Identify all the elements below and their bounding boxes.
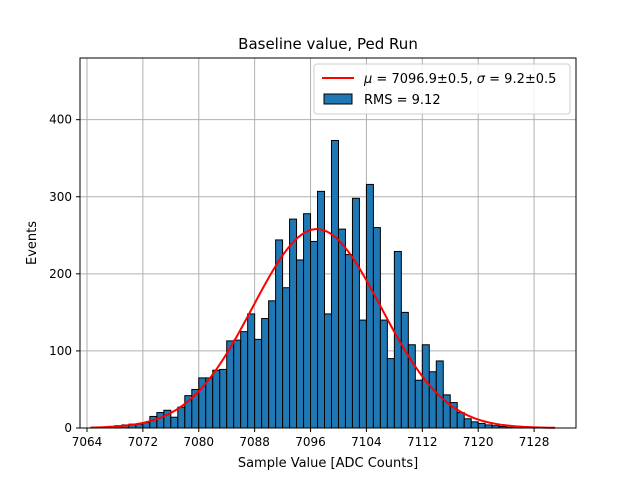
histogram-bar	[261, 318, 270, 429]
histogram-bar	[463, 418, 472, 429]
histogram-bar	[365, 183, 374, 429]
y-tick-label: 100	[49, 344, 72, 358]
x-tick-label: 7088	[239, 435, 270, 449]
legend-mu-value: = 7096.9±0.5,	[372, 72, 476, 87]
histogram-bar	[428, 371, 437, 429]
legend-sigma-symbol: σ	[477, 72, 486, 87]
y-tick-label: 400	[49, 113, 72, 127]
histogram-bar	[282, 287, 291, 429]
y-tick-label: 200	[49, 267, 72, 281]
histogram-bar	[421, 344, 430, 429]
histogram-bar	[219, 368, 228, 429]
histogram-bar	[205, 377, 214, 429]
histogram-bar	[310, 240, 319, 429]
histogram-bar	[177, 406, 186, 429]
histogram-bar	[247, 313, 256, 429]
x-tick-label: 7104	[351, 435, 382, 449]
histogram-bar	[386, 358, 395, 429]
x-tick-label: 7096	[295, 435, 326, 449]
histogram-bar	[351, 197, 360, 429]
gaussian-fit-curve	[90, 228, 556, 429]
legend-mu-symbol: μ	[363, 72, 372, 87]
histogram-bar	[240, 331, 249, 429]
histogram-bar	[254, 338, 263, 429]
histogram-bar	[156, 412, 165, 429]
histogram-bar	[400, 311, 409, 429]
histogram-bar	[268, 300, 277, 429]
x-tick-label: 7080	[183, 435, 214, 449]
legend: μ = 7096.9±0.5, σ = 9.2±0.5 RMS = 9.12	[313, 63, 571, 115]
x-tick-label: 7064	[72, 435, 103, 449]
histogram-bar	[317, 190, 326, 429]
histogram-bar	[470, 421, 479, 429]
y-tick-label: 300	[49, 190, 72, 204]
x-tick-label: 7128	[519, 435, 550, 449]
histogram-bar	[372, 227, 381, 429]
legend-box	[313, 63, 571, 115]
histogram-bar	[233, 339, 242, 429]
legend-fit-label: μ = 7096.9±0.5, σ = 9.2±0.5	[363, 72, 556, 87]
histogram-bar	[344, 254, 353, 429]
x-tick-label: 7112	[407, 435, 438, 449]
histogram-bar	[337, 228, 346, 429]
x-axis-title: Sample Value [ADC Counts]	[238, 456, 418, 471]
histogram-bar	[226, 340, 235, 429]
histogram-bar	[275, 239, 284, 429]
histogram-bar	[296, 259, 305, 429]
histogram-bar	[379, 319, 388, 429]
y-axis-ticks: 0 100 200 300 400	[49, 113, 80, 435]
chart-title: Baseline value, Ped Run	[238, 35, 418, 53]
plot-frame	[79, 57, 577, 429]
x-tick-label: 7120	[463, 435, 494, 449]
histogram-bar	[289, 218, 298, 429]
histogram-bar	[324, 313, 332, 429]
legend-rms-label: RMS = 9.12	[364, 93, 441, 108]
histogram-bar	[477, 422, 486, 429]
histogram-bar	[414, 379, 423, 429]
legend-sigma-value: = 9.2±0.5	[485, 72, 556, 87]
y-tick-label: 0	[64, 421, 72, 435]
histogram-bar	[358, 319, 367, 429]
histogram-bar	[170, 416, 179, 429]
histogram-bar	[303, 213, 312, 429]
x-tick-label: 7072	[128, 435, 159, 449]
histogram-bar	[149, 415, 158, 429]
histogram-bar	[212, 369, 221, 429]
histogram-bars	[100, 139, 521, 429]
histogram-bar	[456, 412, 465, 429]
histogram-bar	[330, 139, 339, 429]
x-axis-ticks: 7064 7072 7080 7088 7096 7104 7112 7120 7128	[72, 428, 550, 449]
y-axis-title: Events	[25, 221, 40, 265]
legend-rms-swatch	[323, 93, 353, 105]
